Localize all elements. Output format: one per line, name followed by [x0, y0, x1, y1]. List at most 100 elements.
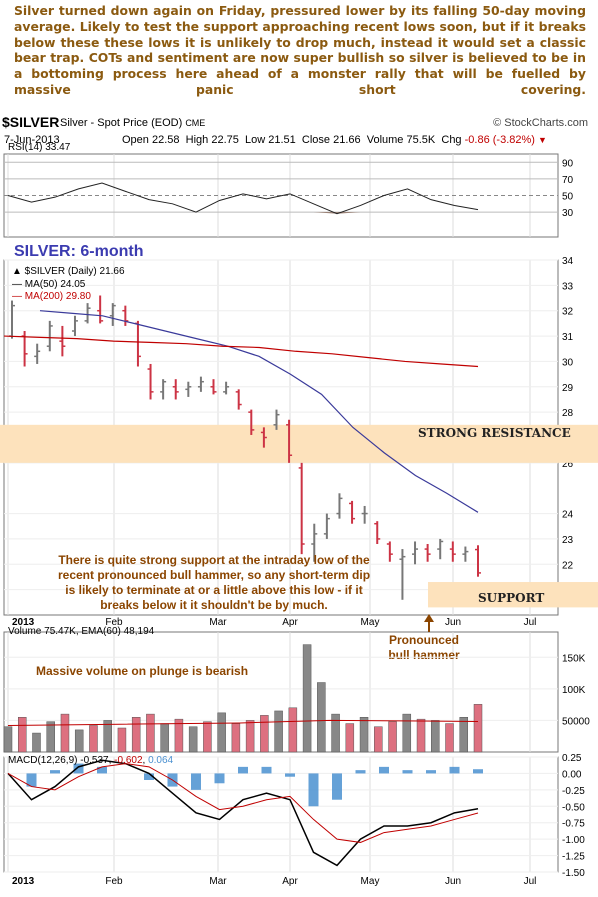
panel-frame-macd: [3, 756, 559, 873]
support-note-line: breaks below it it shouldn't be by much.: [100, 598, 328, 612]
x-tick-label: 2013: [12, 617, 35, 628]
volume-bar: [103, 720, 112, 753]
volume-bar: [188, 726, 198, 753]
rsi-tick-label: 30: [562, 208, 574, 219]
volume-bar: [345, 723, 355, 753]
macd-histogram-bar: [426, 770, 436, 774]
macd-histogram-bar: [144, 773, 154, 780]
x-tick-label: Feb: [105, 617, 123, 628]
chart-title: SILVER: 6-month: [14, 243, 143, 260]
chart-description: Silver - Spot Price (EOD) CME: [60, 117, 206, 129]
hammer-note-line: Pronounced: [389, 633, 459, 647]
price-legend: ▲ $SILVER (Daily) 21.66: [12, 266, 125, 277]
macd-histogram-bar: [402, 770, 413, 774]
volume-bar: [331, 713, 340, 753]
volume-bar: [131, 717, 141, 753]
price-tick-label: 26: [562, 459, 574, 470]
resistance-label: STRONG RESISTANCE: [418, 426, 571, 440]
macd-tick-label: -1.50: [562, 868, 585, 879]
macd-histogram-bar: [214, 773, 225, 784]
rsi-tick-label: 90: [562, 158, 574, 169]
x-tick-label: Jun: [445, 617, 461, 628]
macd-histogram-bar: [355, 770, 366, 774]
volume-tick-label: 150K: [562, 653, 586, 664]
x-tick-label: 2013: [12, 876, 35, 887]
volume-bar: [431, 720, 440, 753]
volume-bar: [302, 644, 312, 753]
volume-bar: [317, 682, 326, 753]
volume-bar: [46, 721, 55, 753]
macd-histogram-bar: [379, 766, 389, 774]
macd-legend: MACD(12,26,9) -0.537, -0.602, 0.064: [8, 755, 174, 766]
chart-date: 7-Jun-2013: [4, 134, 60, 146]
support-note-line: recent pronounced bull hammer, so any sh…: [58, 568, 370, 582]
price-tick-label: 22: [562, 560, 574, 571]
macd-histogram-bar: [285, 773, 295, 777]
support-label: SUPPORT: [478, 591, 544, 605]
price-tick-label: 29: [562, 383, 574, 394]
x-tick-label: Apr: [282, 617, 298, 628]
macd-histogram-bar: [191, 773, 201, 790]
volume-bar: [473, 704, 483, 753]
macd-histogram-bar: [449, 766, 460, 774]
volume-bar: [416, 718, 426, 753]
price-tick-label: 33: [562, 281, 574, 292]
volume-bar: [274, 710, 283, 753]
macd-tick-label: -1.25: [562, 852, 585, 863]
volume-note: Massive volume on plunge is bearish: [36, 664, 248, 678]
price-tick-label: 28: [562, 408, 574, 419]
volume-bar: [117, 727, 127, 753]
macd-histogram-bar: [97, 766, 107, 774]
macd-histogram-bar: [332, 773, 342, 800]
rsi-tick-label: 50: [562, 192, 574, 203]
x-tick-label: Mar: [209, 876, 227, 887]
price-tick-label: 30: [562, 357, 574, 368]
x-tick-label: May: [361, 617, 380, 628]
ma200-legend: — MA(200) 29.80: [12, 291, 91, 302]
volume-bar: [74, 729, 84, 753]
volume-bar: [388, 721, 397, 753]
volume-bar: [217, 712, 226, 753]
x-tick-label: Jun: [445, 876, 461, 887]
resistance-band: [0, 424, 598, 463]
ma50-line: [39, 310, 479, 513]
volume-bar: [146, 713, 155, 753]
volume-bar: [3, 726, 13, 753]
hammer-arrowhead: [424, 614, 434, 622]
price-tick-label: 31: [562, 332, 574, 343]
macd-tick-label: -0.25: [562, 786, 585, 797]
volume-bar: [17, 717, 27, 753]
x-tick-label: Jul: [524, 876, 537, 887]
volume-bar: [60, 713, 70, 753]
macd-histogram-bar: [238, 766, 248, 774]
volume-bar: [459, 717, 469, 753]
rsi-legend: RSI(14) 33.47: [8, 142, 71, 153]
macd-tick-label: -0.50: [562, 802, 585, 813]
ma50-legend: — MA(50) 24.05: [12, 279, 86, 290]
volume-bar: [160, 723, 169, 753]
macd-histogram-bar: [26, 773, 37, 787]
price-tick-label: 32: [562, 307, 574, 318]
x-tick-label: May: [361, 876, 380, 887]
volume-bar: [32, 732, 41, 753]
macd-tick-label: 0.25: [562, 753, 582, 764]
macd-line: [7, 759, 479, 867]
volume-bar: [288, 707, 298, 753]
x-tick-label: Jul: [524, 617, 537, 628]
x-tick-label: Mar: [209, 617, 227, 628]
macd-tick-label: -1.00: [562, 835, 585, 846]
price-tick-label: 34: [562, 256, 574, 267]
macd-tick-label: 0.00: [562, 769, 582, 780]
volume-bar: [260, 715, 269, 753]
hammer-note-line: bull hammer: [388, 648, 460, 662]
macd-tick-label: -0.75: [562, 819, 585, 830]
volume-bar: [245, 720, 255, 753]
macd-signal-line: [7, 763, 479, 843]
rsi-oversold-fill: [313, 212, 361, 214]
macd-histogram-bar: [473, 769, 483, 774]
chart-source: © StockCharts.com: [493, 117, 588, 129]
rsi-tick-label: 70: [562, 175, 574, 186]
volume-tick-label: 100K: [562, 685, 586, 696]
macd-histogram-bar: [261, 766, 272, 774]
